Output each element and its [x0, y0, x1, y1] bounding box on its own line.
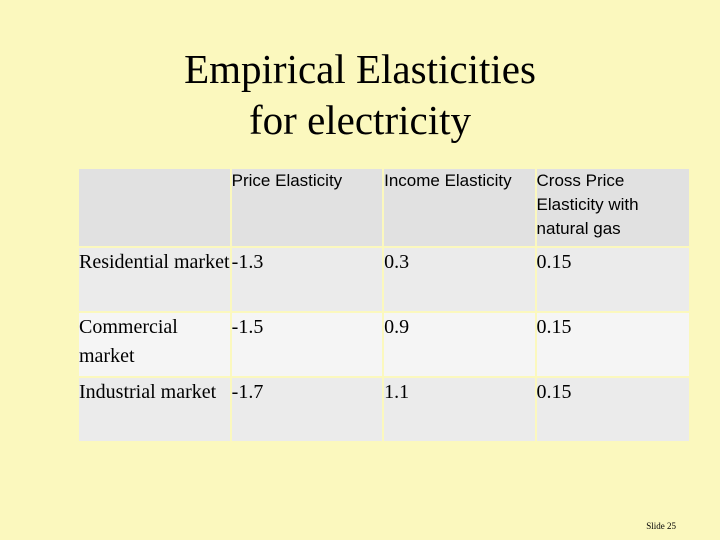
elasticity-table: Price Elasticity Income Elasticity Cross… [77, 167, 691, 443]
table-header-row: Price Elasticity Income Elasticity Cross… [79, 169, 689, 246]
slide-title-line-2: for electricity [249, 97, 471, 143]
cross-price-elasticity-value: 0.15 [536, 378, 689, 441]
row-label: Commercial market [79, 313, 230, 376]
table-row: Commercial market -1.5 0.9 0.15 [79, 313, 689, 376]
cross-price-elasticity-value: 0.15 [536, 313, 689, 376]
cross-price-elasticity-value: 0.15 [536, 248, 689, 311]
header-cell-price-elasticity: Price Elasticity [231, 169, 383, 246]
slide-title-line-1: Empirical Elasticities [184, 46, 536, 92]
slide-number: Slide 25 [646, 521, 676, 531]
income-elasticity-value: 1.1 [384, 378, 535, 441]
price-elasticity-value: -1.7 [231, 378, 383, 441]
price-elasticity-value: -1.3 [231, 248, 383, 311]
table-row: Industrial market -1.7 1.1 0.15 [79, 378, 689, 441]
table-row: Residential market -1.3 0.3 0.15 [79, 248, 689, 311]
header-cell-cross-price-elasticity: Cross Price Elasticity with natural gas [536, 169, 689, 246]
income-elasticity-value: 0.9 [384, 313, 535, 376]
header-cell-income-elasticity: Income Elasticity [384, 169, 535, 246]
header-cell-empty [79, 169, 230, 246]
row-label: Industrial market [79, 378, 230, 441]
income-elasticity-value: 0.3 [384, 248, 535, 311]
slide-title: Empirical Elasticities for electricity [0, 44, 720, 146]
price-elasticity-value: -1.5 [231, 313, 383, 376]
row-label: Residential market [79, 248, 230, 311]
